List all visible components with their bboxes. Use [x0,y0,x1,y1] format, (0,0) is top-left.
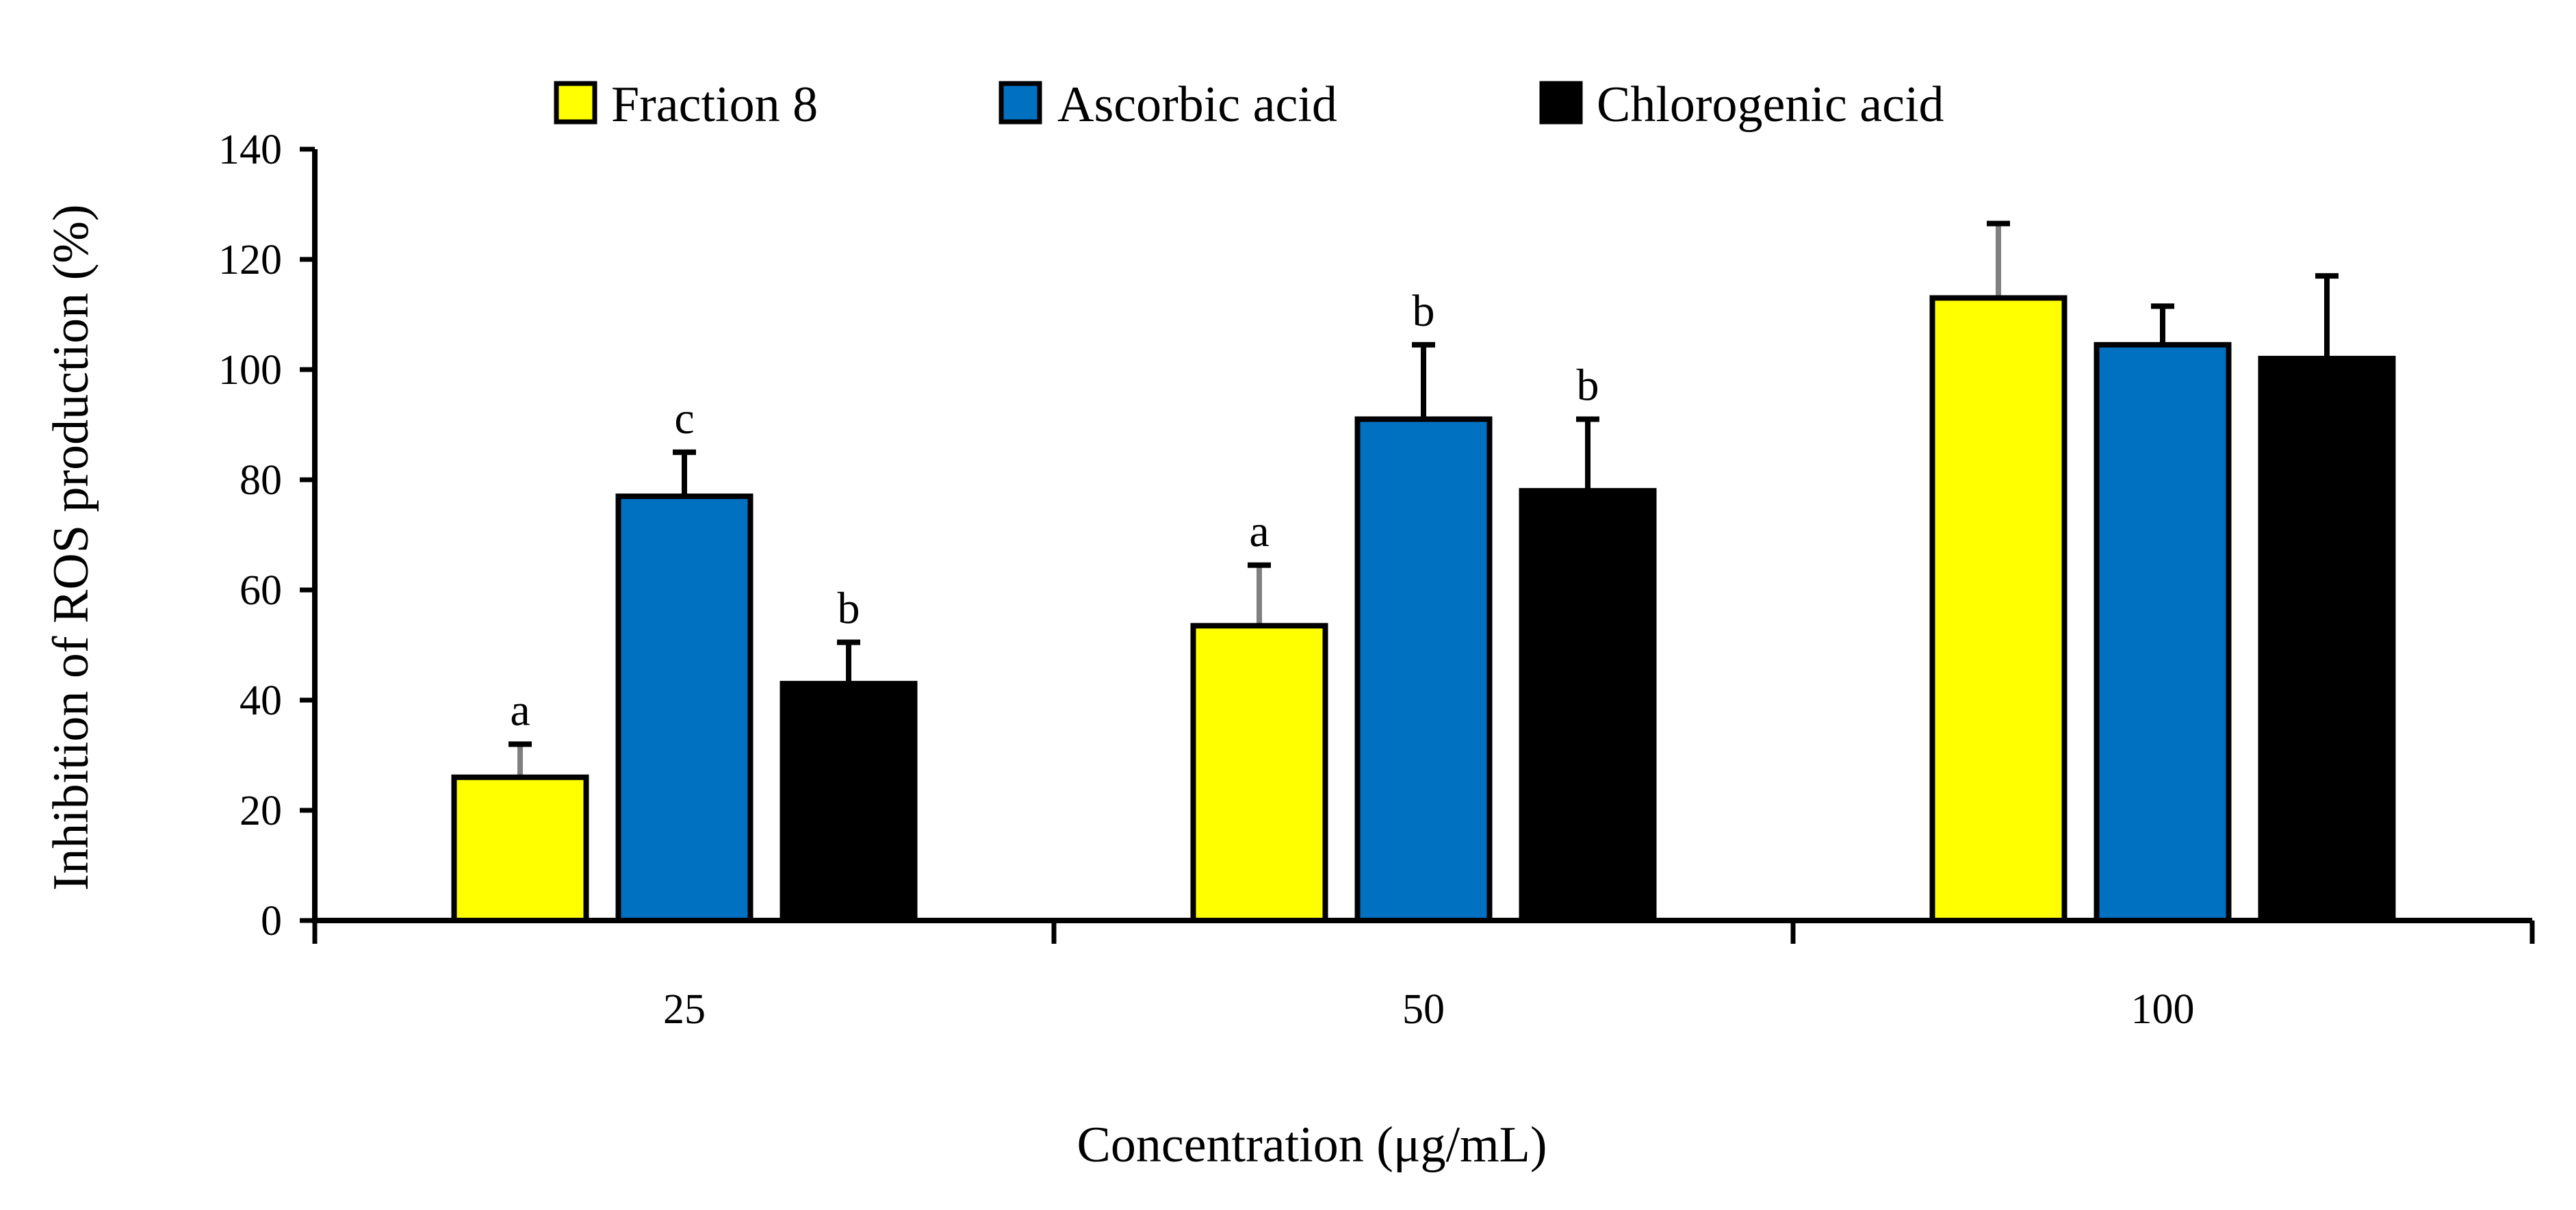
y-tick-label-140: 140 [218,127,282,173]
bar-chlorogenic-acid-100 [2258,355,2396,923]
y-tick-label-20: 20 [240,788,282,834]
significance-label-chlorogenic-acid-25: b [838,583,860,633]
y-tick-label-80: 80 [240,457,282,504]
y-tick-label-0: 0 [261,898,282,944]
legend: Fraction 8 Ascorbic acid Chlorogenic aci… [554,77,1944,133]
legend-label-chlorogenic-acid: Chlorogenic acid [1597,77,1944,133]
bar-chlorogenic-acid-25 [780,680,918,923]
significance-label-fraction-8-50: a [1249,506,1269,556]
bar-fraction-8-100 [1929,295,2068,924]
x-tick-label-100: 100 [2131,986,2195,1033]
y-tick-label-40: 40 [240,678,282,724]
legend-swatch-fraction-8 [554,81,597,125]
y-tick-label-60: 60 [240,567,282,614]
significance-label-fraction-8-25: a [510,685,530,735]
plot-area: a c b a b b 0 20 40 60 80 100 120 140 25 50 100 [218,127,2535,1033]
bar-chlorogenic-acid-50 [1519,488,1657,923]
legend-swatch-ascorbic-acid [999,81,1042,125]
legend-label-fraction-8: Fraction 8 [611,77,818,133]
y-tick-label-120: 120 [218,237,282,283]
legend-label-ascorbic-acid: Ascorbic acid [1057,77,1337,133]
y-axis-title: Inhibition of ROS production (%) [43,204,99,890]
y-tick-label-100: 100 [218,347,282,394]
bar-ascorbic-acid-100 [2094,342,2232,923]
bar-ascorbic-acid-25 [615,493,754,923]
bar-fraction-8-50 [1190,623,1328,923]
bar-ascorbic-acid-50 [1354,416,1493,923]
significance-label-ascorbic-acid-50: b [1413,286,1435,336]
x-axis-title: Concentration (μg/mL) [1077,1117,1547,1173]
x-tick-label-25: 25 [663,986,706,1033]
bar-fraction-8-25 [451,774,589,923]
legend-swatch-chlorogenic-acid [1539,81,1583,125]
significance-label-chlorogenic-acid-50: b [1577,360,1599,410]
x-tick-label-50: 50 [1402,986,1445,1033]
significance-label-ascorbic-acid-25: c [674,394,694,443]
